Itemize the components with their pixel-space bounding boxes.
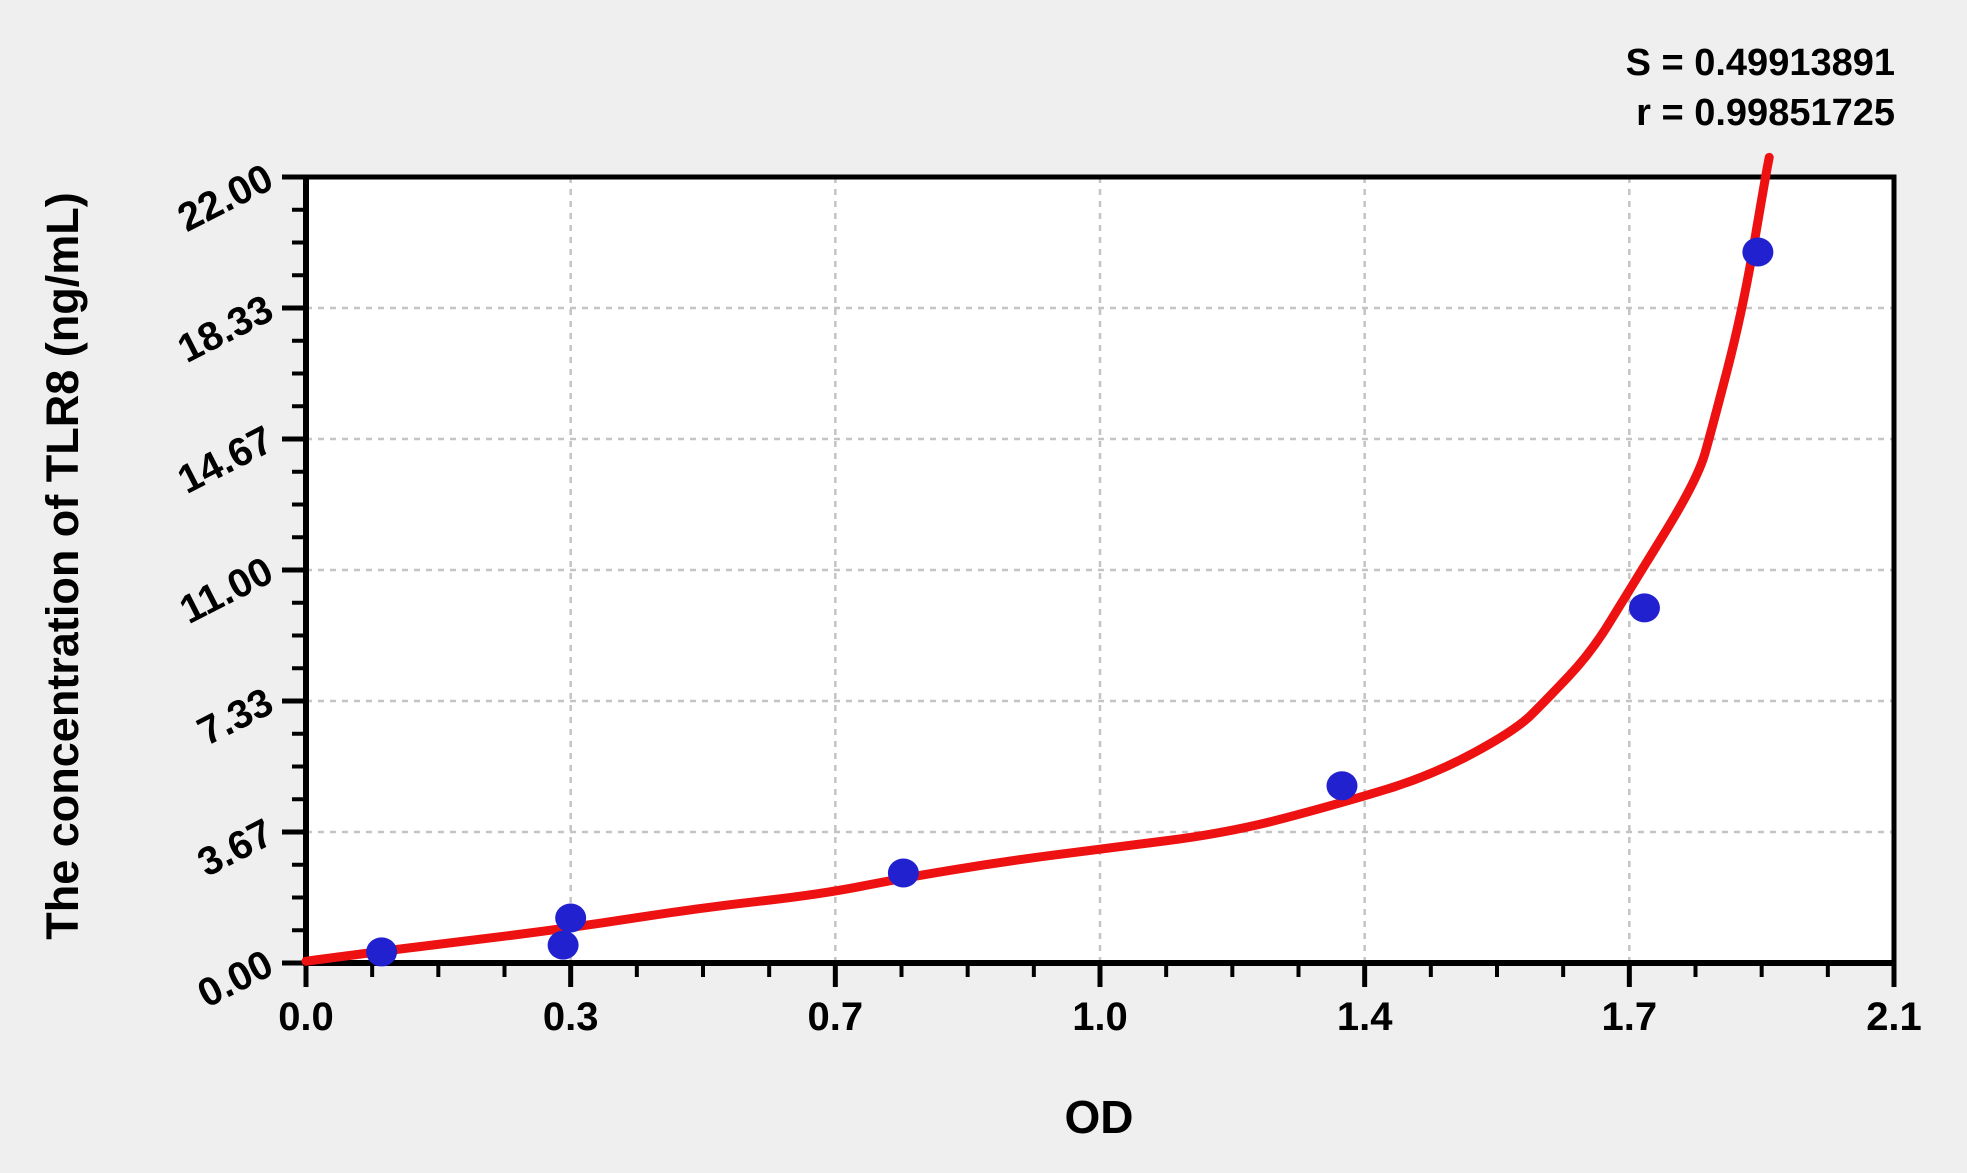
y-axis-title: The concentration of TLR8 (ng/mL) [37, 192, 88, 940]
x-tick-label: 0.7 [808, 995, 864, 1039]
y-tick-label: 14.67 [171, 418, 280, 503]
y-tick-label: 11.00 [173, 549, 280, 633]
x-tick-label: 1.0 [1072, 995, 1128, 1039]
data-point [555, 903, 587, 933]
fit-statistics: S = 0.49913891 r = 0.99851725 [1626, 38, 1895, 138]
y-tick-label: 18.33 [171, 287, 280, 372]
data-point [1742, 237, 1774, 267]
data-point [366, 937, 398, 967]
data-point [547, 930, 579, 960]
fit-statistic-r: r = 0.99851725 [1636, 92, 1895, 134]
y-tick-label: 0.00 [191, 942, 280, 1017]
y-tick-label: 7.33 [191, 680, 280, 755]
x-tick-label: 2.1 [1866, 995, 1922, 1039]
standard-curve [301, 152, 1774, 966]
x-tick-label: 1.4 [1337, 995, 1393, 1039]
data-point [1628, 593, 1660, 623]
x-axis-title: OD [1064, 1091, 1134, 1143]
data-point [887, 858, 919, 888]
y-tick-label: 3.67 [191, 811, 280, 886]
x-tick-label: 0.3 [543, 995, 599, 1039]
data-point [1326, 771, 1358, 801]
x-tick-label: 1.7 [1602, 995, 1658, 1039]
y-tick-label: 22.00 [171, 156, 280, 241]
x-tick-label: 0.0 [278, 995, 334, 1039]
fit-statistic-s: S = 0.49913891 [1625, 42, 1895, 84]
